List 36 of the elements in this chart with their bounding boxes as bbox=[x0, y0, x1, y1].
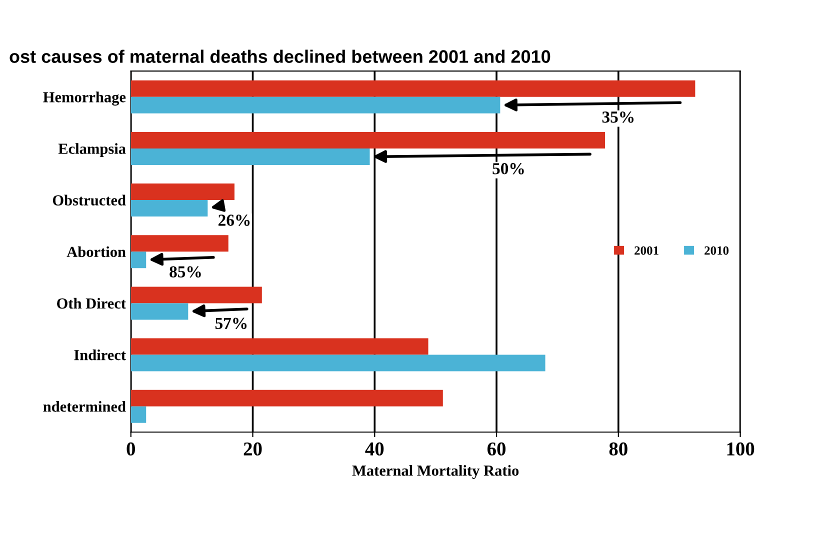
y-tick-label: Obstructed bbox=[52, 194, 126, 206]
bar bbox=[130, 235, 228, 252]
bar bbox=[130, 286, 262, 304]
y-tick-label: Abortion bbox=[66, 246, 126, 258]
chart-title: ost causes of maternal deaths declined between 2001 and 2010 bbox=[10, 50, 550, 63]
bar bbox=[130, 354, 546, 372]
x-tick-label: 0 bbox=[126, 442, 135, 456]
legend-label: 2001 bbox=[634, 246, 658, 255]
y-tick-label: Indirect bbox=[74, 349, 126, 360]
bar bbox=[130, 148, 370, 165]
legend-label: 2010 bbox=[704, 246, 729, 255]
x-tick-label: 40 bbox=[365, 442, 384, 456]
bar bbox=[130, 338, 428, 355]
x-tick-label: 60 bbox=[487, 442, 506, 456]
y-tick-label: Oth Direct bbox=[57, 298, 126, 309]
x-axis-title: Maternal Mortality Ratio bbox=[352, 465, 519, 479]
bar bbox=[130, 252, 146, 268]
bar bbox=[130, 390, 443, 406]
bar bbox=[130, 184, 234, 200]
x-tick-label: 20 bbox=[244, 442, 262, 456]
bar bbox=[130, 200, 208, 217]
x-tick-label: 100 bbox=[727, 442, 754, 456]
bar bbox=[130, 96, 500, 114]
annotation: 57% bbox=[215, 318, 247, 330]
y-tick-label: ndetermined bbox=[43, 401, 126, 412]
annotation: 35% bbox=[602, 111, 634, 123]
annotation: 50% bbox=[492, 163, 524, 174]
bar bbox=[130, 406, 146, 423]
annotation: 85% bbox=[170, 266, 201, 278]
y-tick-label: Eclampsia bbox=[58, 143, 126, 158]
x-tick-label: 80 bbox=[609, 442, 628, 456]
annotation: 26% bbox=[218, 214, 250, 226]
bar bbox=[130, 132, 605, 148]
y-tick-label: Hemorrhage bbox=[43, 92, 126, 106]
bar bbox=[130, 80, 696, 97]
bar bbox=[130, 303, 188, 320]
